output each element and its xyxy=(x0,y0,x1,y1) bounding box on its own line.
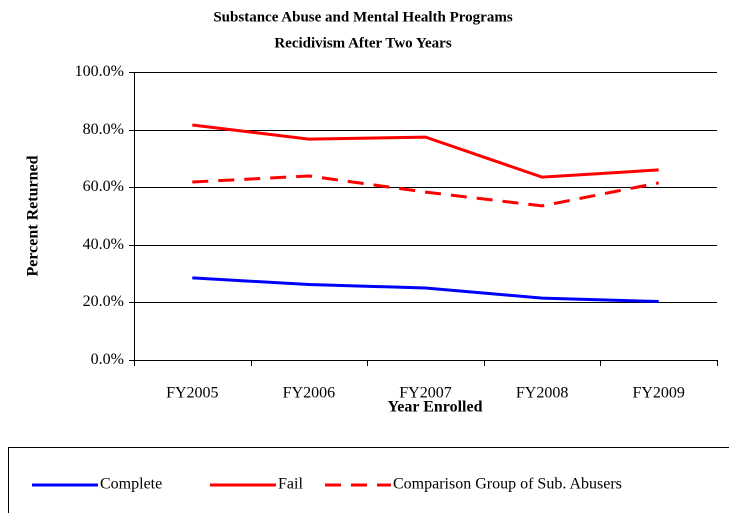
line-series xyxy=(192,123,659,179)
y-tick-label: 20.0% xyxy=(83,293,124,310)
line-series xyxy=(192,276,659,304)
legend-label: Fail xyxy=(278,476,303,493)
x-tick-label: FY2005 xyxy=(166,385,218,402)
y-tick-label: 100.0% xyxy=(75,63,124,80)
y-tick-label: 0.0% xyxy=(91,351,124,368)
x-tick-label: FY2008 xyxy=(516,385,568,402)
y-tick-label: 60.0% xyxy=(83,178,124,195)
legend-label: Complete xyxy=(100,476,162,493)
x-axis-label: Year Enrolled xyxy=(388,399,483,416)
y-axis-label: Percent Returned xyxy=(25,155,42,276)
x-tick-label: FY2007 xyxy=(399,385,451,402)
legend-box xyxy=(8,447,729,513)
chart-title: Substance Abuse and Mental Health Progra… xyxy=(213,9,512,25)
y-tick-label: 40.0% xyxy=(83,236,124,253)
legend-label: Comparison Group of Sub. Abusers xyxy=(393,476,622,493)
y-tick-label: 80.0% xyxy=(83,121,124,138)
line-series xyxy=(192,174,659,208)
x-tick-label: FY2009 xyxy=(632,385,684,402)
x-tick-label: FY2006 xyxy=(283,385,335,402)
chart-title: Recidivism After Two Years xyxy=(274,35,451,51)
